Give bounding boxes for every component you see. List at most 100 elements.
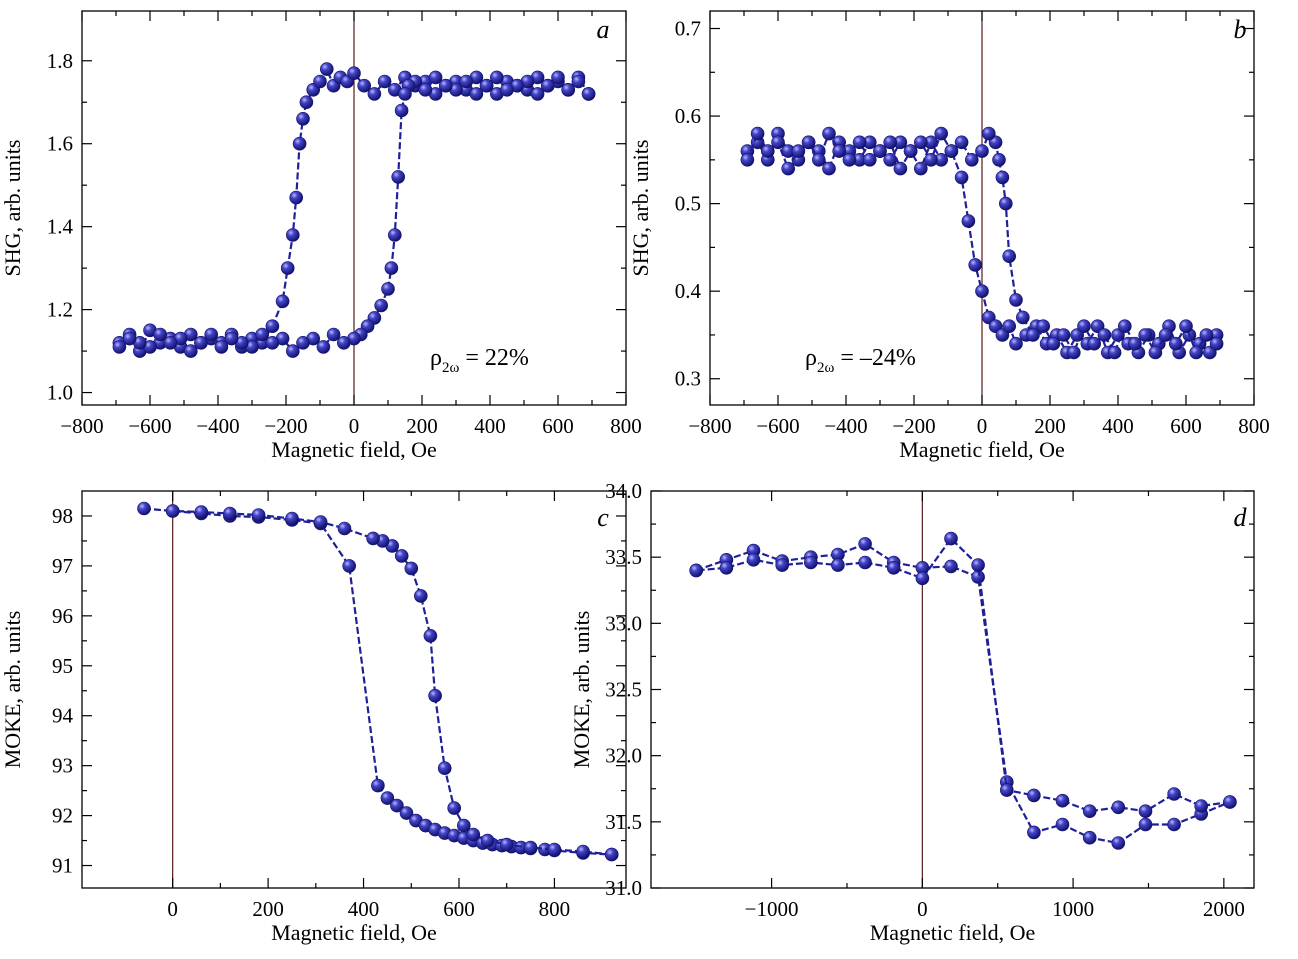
x-tick-label: −800	[688, 414, 731, 438]
x-tick-label: 600	[542, 414, 574, 438]
y-tick-label: 32.5	[605, 678, 642, 702]
data-point	[961, 214, 976, 228]
data-point	[480, 833, 495, 848]
data-point	[858, 555, 872, 570]
data-point	[255, 327, 270, 342]
y-tick-label: 1.8	[47, 49, 73, 73]
data-point	[292, 136, 307, 151]
data-point	[194, 505, 209, 519]
data-point	[1138, 817, 1153, 832]
data-point	[336, 335, 351, 350]
data-point	[204, 327, 218, 342]
y-tick-label: 96	[52, 604, 73, 628]
data-point	[968, 258, 983, 272]
data-point	[112, 340, 127, 354]
data-point	[289, 190, 304, 205]
y-tick-label: 33.0	[605, 611, 642, 635]
y-tick-label: 1.4	[47, 215, 74, 239]
panel-letter: c	[597, 503, 609, 532]
data-point	[998, 196, 1013, 211]
y-axis-label: MOKE, arb. units	[0, 611, 25, 769]
y-tick-label: 34.0	[605, 479, 642, 503]
data-point	[399, 806, 414, 820]
x-tick-label: −600	[756, 414, 799, 438]
data-point	[1009, 336, 1023, 351]
data-point	[831, 558, 845, 572]
data-point	[479, 78, 494, 93]
data-point	[1179, 319, 1193, 334]
series-2	[112, 70, 596, 358]
x-tick-label: 0	[167, 897, 178, 921]
rho-annotation: ρ2ω = 22%	[430, 345, 529, 376]
x-tick-label: −200	[892, 414, 935, 438]
data-point	[561, 83, 576, 97]
data-point	[137, 501, 151, 516]
data-point	[903, 144, 918, 158]
data-point	[571, 74, 586, 89]
data-point	[1002, 319, 1017, 334]
data-point	[165, 504, 180, 518]
data-point	[934, 126, 949, 141]
plot-frame	[81, 490, 627, 889]
data-point	[316, 340, 331, 354]
series-line	[143, 507, 612, 856]
data-point	[540, 78, 555, 93]
data-point	[347, 66, 361, 80]
data-point	[418, 83, 433, 97]
x-tick-label: 800	[610, 414, 642, 438]
data-point	[1015, 310, 1030, 325]
data-point	[915, 571, 930, 586]
y-tick-label: 33.5	[605, 545, 642, 569]
data-point	[547, 842, 562, 857]
data-point	[296, 112, 310, 126]
data-point	[285, 511, 299, 526]
data-point	[576, 844, 590, 859]
data-point	[1082, 830, 1097, 845]
data-point	[1067, 345, 1081, 360]
data-point	[374, 298, 389, 313]
data-point	[1148, 345, 1163, 360]
data-point	[771, 135, 785, 150]
data-point	[224, 331, 239, 346]
x-tick-label: 400	[474, 414, 506, 438]
data-point	[184, 344, 198, 358]
data-point	[280, 261, 295, 275]
data-point	[944, 531, 958, 546]
y-tick-label: 91	[52, 854, 73, 878]
x-tick-label: 0	[977, 414, 988, 438]
panel-a: −800 −600 −400 −200 0 200 400 600 800 1.0 1.2 1.4 1.…	[0, 10, 642, 462]
data-point	[1167, 817, 1181, 832]
data-point	[265, 319, 280, 334]
data-point	[391, 170, 406, 184]
data-point	[438, 78, 453, 93]
data-point	[1097, 328, 1112, 342]
data-point	[1055, 817, 1070, 832]
y-tick-label: 95	[52, 654, 73, 678]
data-point	[604, 847, 619, 862]
data-point	[740, 153, 755, 167]
data-point	[459, 74, 474, 89]
data-point	[954, 170, 969, 185]
x-tick-label: 200	[1034, 414, 1066, 438]
data-point	[750, 126, 765, 141]
x-tick-label: 400	[1102, 414, 1134, 438]
y-axis-label: SHG, arb. units	[628, 140, 653, 277]
data-point	[499, 837, 514, 852]
rho-annotation: ρ2ω = –24%	[805, 345, 916, 376]
data-point	[313, 515, 328, 529]
data-point	[394, 103, 409, 118]
data-point	[1077, 319, 1091, 334]
y-tick-label: 1.2	[47, 298, 73, 322]
data-point	[971, 558, 985, 572]
data-point	[153, 327, 167, 342]
data-point	[1056, 328, 1071, 342]
data-point	[299, 95, 314, 109]
y-tick-label: 0.5	[675, 192, 701, 216]
y-tick-label: 0.7	[675, 17, 701, 41]
series-2	[689, 531, 1237, 819]
data-point	[1082, 804, 1097, 819]
data-point	[944, 559, 958, 574]
data-point	[285, 344, 300, 358]
data-point	[428, 70, 443, 85]
x-axis-label: Magnetic field, Oe	[899, 437, 1065, 462]
